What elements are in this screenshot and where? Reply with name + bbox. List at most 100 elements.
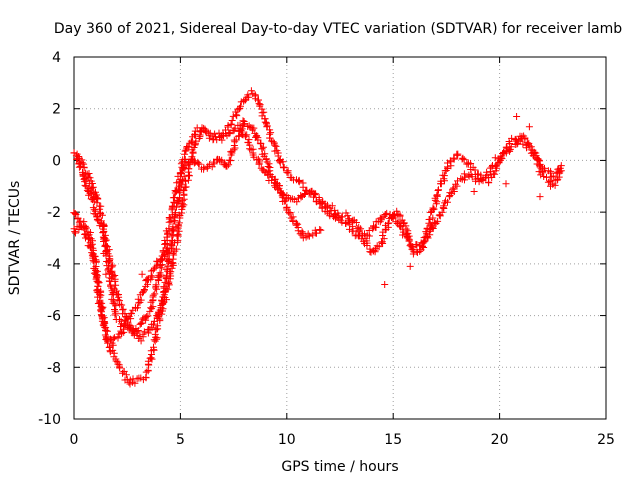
data-point [75,163,83,171]
data-point [532,152,540,160]
data-point [170,226,178,234]
data-point [100,250,108,257]
data-point [80,218,88,226]
data-point [99,229,107,236]
data-point [328,202,336,210]
data-point [145,275,152,283]
data-point [71,228,79,236]
data-point [179,177,187,185]
x-tick-label: 15 [384,432,402,448]
data-point [378,238,386,246]
data-point [111,311,119,319]
data-point [539,169,547,177]
data-point [172,209,179,217]
y-tick-label: 4 [52,50,61,66]
data-point [322,203,330,211]
data-point [450,155,458,163]
data-point [483,168,491,176]
data-point [136,320,144,328]
x-tick-label: 25 [597,432,615,448]
data-point [459,154,467,162]
x-tick-label: 20 [491,432,509,448]
data-point [438,208,446,216]
data-point [99,303,107,311]
data-point [252,132,260,140]
data-point [525,123,533,131]
data-point [186,172,193,180]
data-point [310,193,317,201]
data-point [75,153,83,160]
x-tick-label: 0 [70,432,79,448]
data-point [453,151,461,159]
data-point [358,232,366,240]
data-point [503,143,511,151]
data-point [85,234,93,242]
data-point [295,178,303,186]
data-point [246,141,254,149]
data-point [269,138,277,146]
data-point [255,100,263,108]
data-point [98,223,106,230]
data-point [389,215,397,223]
data-point [205,134,213,142]
data-point [434,217,442,225]
data-point [82,224,90,232]
data-point [158,296,165,304]
y-tick-label: -8 [47,360,61,376]
data-point [461,173,469,181]
data-point [162,240,170,247]
y-tick-label: 2 [52,102,61,118]
data-point [151,330,159,338]
series-track-3 [70,117,325,388]
data-point [497,154,505,162]
data-point [81,181,89,189]
data-point [160,283,168,291]
data-point [115,363,123,371]
data-point [103,262,111,270]
data-point [149,293,157,301]
data-point [502,180,510,188]
data-point [112,309,120,317]
data-point [488,163,496,171]
data-point [210,160,218,168]
data-point [280,163,288,171]
data-point [159,255,166,263]
data-point [470,188,478,195]
data-point [131,379,139,387]
data-point [384,220,392,228]
data-point [266,167,274,175]
data-point [442,167,450,174]
x-tick-label: 10 [278,432,296,448]
data-point [418,242,426,250]
data-point [330,213,338,221]
data-point [144,357,152,365]
data-point [375,243,383,251]
data-point [378,238,385,246]
data-point [91,193,99,201]
data-point [256,139,264,147]
data-point [261,118,269,126]
data-point [109,290,117,298]
data-point [198,124,206,132]
data-point [402,225,410,233]
data-point [183,144,190,152]
data-point [433,191,441,199]
data-point [82,176,90,184]
data-point [200,163,208,171]
data-point [161,251,169,259]
data-point [266,134,274,142]
data-point [352,219,360,226]
data-point [272,142,280,150]
data-point [293,198,301,206]
data-point [439,204,447,212]
axis-ticks: 0 5 10 15 20 25 -10 -8 -6 -4 -2 0 2 4 [38,50,615,448]
data-point [429,214,437,222]
data-point [176,186,184,194]
data-point [133,375,141,383]
data-point [112,355,120,363]
data-point [72,211,80,218]
data-point [74,154,81,162]
data-point [260,108,268,116]
data-point [121,310,129,318]
data-point [247,87,255,95]
